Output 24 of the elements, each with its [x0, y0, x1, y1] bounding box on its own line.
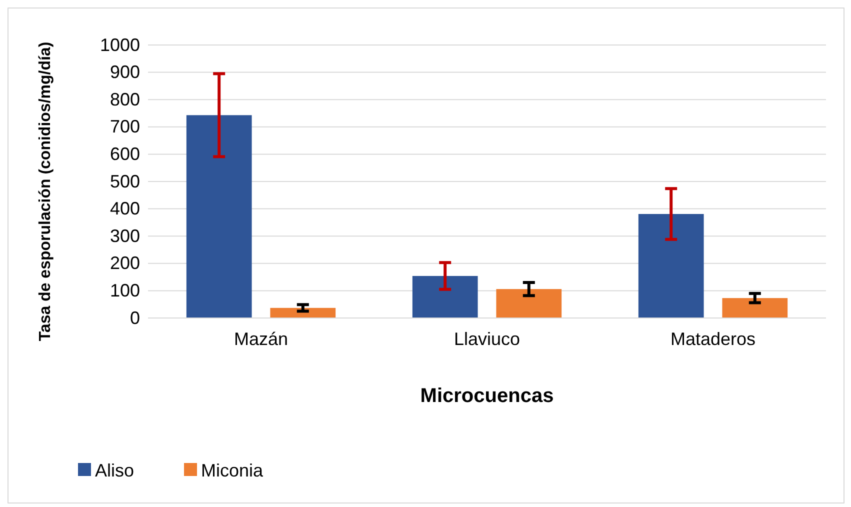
- y-tick-label: 0: [130, 308, 140, 328]
- x-tick-label: Mataderos: [670, 328, 756, 349]
- bar: [270, 308, 336, 318]
- y-tick-label: 400: [110, 198, 140, 219]
- y-tick-label: 800: [110, 89, 140, 110]
- y-tick-label: 900: [110, 62, 140, 82]
- bar: [496, 289, 562, 318]
- y-tick-label: 200: [110, 253, 140, 274]
- y-tick-label: 300: [110, 226, 140, 246]
- y-axis-title: Tasa de esporulación (conidios/mg/día): [37, 42, 54, 342]
- x-tick-label: Mazán: [234, 328, 288, 349]
- y-tick-label: 1000: [100, 34, 140, 55]
- bar: [186, 115, 252, 318]
- x-axis-title: Microcuencas: [420, 385, 554, 407]
- y-tick-label: 700: [110, 116, 140, 137]
- y-tick-label: 500: [110, 171, 140, 192]
- bar: [722, 298, 788, 318]
- legend-label: Aliso: [95, 460, 134, 480]
- bar: [638, 214, 704, 318]
- legend-label: Miconia: [201, 460, 264, 480]
- y-tick-label: 100: [110, 280, 140, 300]
- bar: [412, 276, 478, 318]
- x-tick-label: Llaviuco: [454, 328, 520, 349]
- y-tick-label: 600: [110, 144, 140, 164]
